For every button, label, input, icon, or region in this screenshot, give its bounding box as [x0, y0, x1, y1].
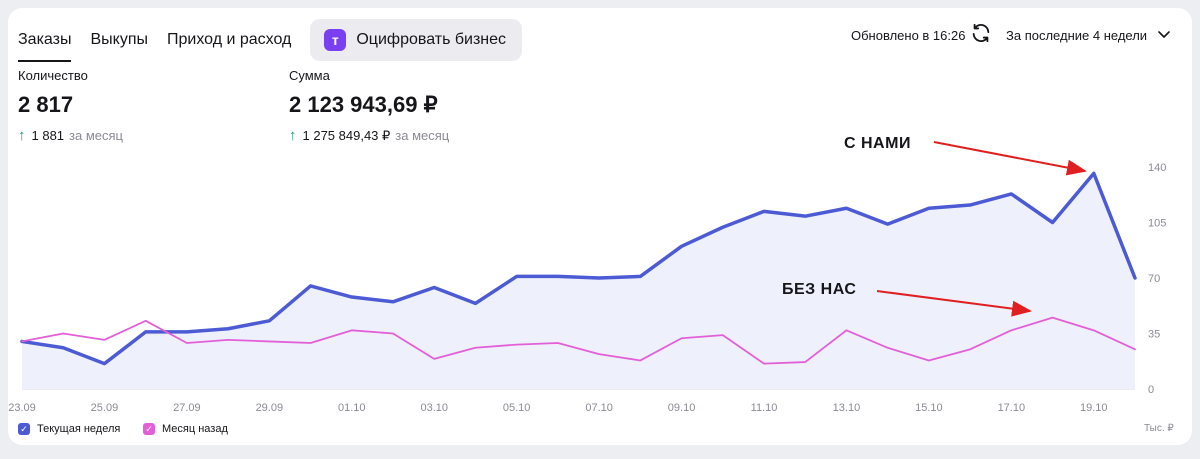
x-tick-label: 09.10 [668, 402, 696, 414]
arrow-up-icon: ↑ [289, 127, 297, 144]
legend-label: Месяц назад [162, 423, 228, 435]
chevron-down-icon[interactable] [1156, 26, 1172, 42]
x-tick-label: 23.09 [8, 402, 36, 414]
count-value: 2 817 [18, 92, 74, 117]
annotation-arrow-without-us [876, 290, 1032, 317]
tab-income-expense[interactable]: Приход и расход [166, 31, 292, 48]
y-tick-label: 140 [1148, 162, 1166, 174]
sum-value: 2 123 943,69 ₽ [289, 92, 438, 117]
x-tick-label: 11.10 [751, 402, 778, 414]
legend-current-week[interactable]: ✓ Текущая неделя [18, 423, 120, 435]
x-tick-label: 17.10 [998, 402, 1026, 414]
x-tick-label: 29.09 [256, 402, 284, 414]
sum-delta-value: 1 275 849,43 ₽ [302, 128, 391, 143]
orders-chart: 0 35 70 105 140 23.09 25.09 27.09 29.09 01.10 03.1… [8, 141, 1166, 414]
x-tick-label: 15.10 [915, 402, 943, 414]
x-tick-label: 13.10 [833, 402, 861, 414]
refresh-icon[interactable] [970, 22, 992, 44]
y-tick-label: 0 [1148, 384, 1154, 396]
x-tick-label: 25.09 [91, 402, 119, 414]
x-tick-label: 05.10 [503, 402, 531, 414]
x-tick-label: 01.10 [338, 402, 366, 414]
checkbox-checked-icon[interactable]: ✓ [143, 423, 155, 435]
brand-logo-icon: т [324, 29, 347, 51]
tab-orders[interactable]: Заказы [18, 20, 72, 62]
series-line-current-week [20, 171, 1137, 366]
promo-label: Оцифровать бизнес [356, 31, 507, 48]
digitize-business-button[interactable]: т Оцифровать бизнес [310, 19, 523, 61]
tab-bar: Заказы Выкупы Приход и расход т Оцифрова… [18, 19, 523, 62]
x-tick-label: 07.10 [585, 402, 613, 414]
sum-delta: ↑ 1 275 849,43 ₽ за месяц [289, 128, 449, 144]
legend-month-ago[interactable]: ✓ Месяц назад [143, 423, 228, 435]
count-delta-suffix: за месяц [69, 128, 124, 143]
period-select[interactable]: За последние 4 недели [1006, 28, 1148, 43]
annotation-arrow-with-us [933, 141, 1087, 176]
count-delta-value: 1 881 [31, 128, 65, 143]
checkbox-checked-icon[interactable]: ✓ [18, 423, 30, 435]
y-tick-label: 105 [1148, 218, 1166, 230]
arrow-up-icon: ↑ [18, 127, 26, 144]
legend-label: Текущая неделя [37, 423, 121, 435]
x-tick-label: 19.10 [1080, 402, 1108, 414]
sum-delta-suffix: за месяц [395, 128, 450, 143]
updated-time: Обновлено в 16:26 [851, 28, 966, 43]
annotation-without-us: БЕЗ НАС [782, 281, 857, 298]
x-tick-label: 03.10 [420, 402, 448, 414]
orders-widget: Заказы Выкупы Приход и расход т Оцифрова… [8, 8, 1192, 445]
x-tick-label: 27.09 [173, 402, 201, 414]
sum-label: Сумма [289, 68, 330, 83]
count-delta: ↑ 1 881 за месяц [18, 128, 123, 144]
count-label: Количество [18, 68, 88, 83]
y-tick-label: 70 [1148, 273, 1160, 285]
y-tick-label: 35 [1148, 329, 1160, 341]
annotation-with-us: С НАМИ [844, 135, 911, 152]
y-unit-label: Тыс. ₽ [1144, 423, 1174, 434]
series-line-month-ago [21, 316, 1136, 365]
tab-buyouts[interactable]: Выкупы [90, 31, 148, 48]
